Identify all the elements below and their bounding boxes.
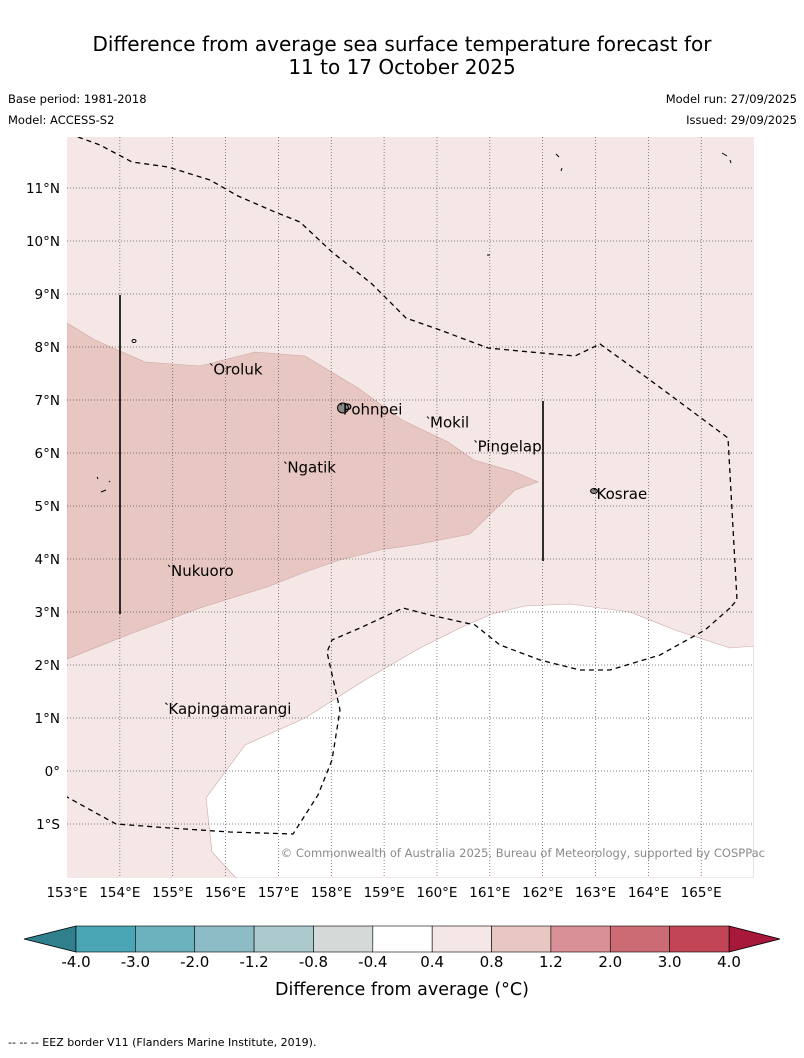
longitude-tick-label: 158°E [311,885,352,901]
colorbar-tick-label: -1.2 [239,953,269,971]
model-run-label: Model run: 27/09/2025 [665,92,797,106]
longitude-tick-label: 159°E [364,885,405,901]
latitude-tick-label: 2°N [35,658,60,674]
place-marker [165,702,168,706]
colorbar-under-arrow [23,925,77,953]
anomaly-band-0.8-1.2 [67,322,539,660]
colorbar-tick-label: 3.0 [657,953,682,971]
colorbar-tick-label: 0.8 [479,953,504,971]
place-labels: Oroluk Pohnpei Mokil Pingelap Ngatik Kosrae Nu… [168,361,647,718]
longitude-labels: 153°E 154°E 155°E 156°E 157°E 158°E 159°E 160°E… [46,885,721,901]
place-marker [209,363,213,366]
latitude-tick-label: 1°S [36,817,60,833]
longitude-tick-label: 161°E [469,885,510,901]
colorbar-over-arrow [728,925,781,953]
base-period-label: Base period: 1981-2018 [8,92,147,106]
eez-legend-footer: -- -- -- EEZ border V11 (Flanders Marine… [8,1036,317,1049]
longitude-tick-label: 157°E [258,885,299,901]
longitude-tick-label: 155°E [152,885,193,901]
longitude-tick-label: 165°E [681,885,722,901]
anomaly-band-neutral [205,603,754,878]
model-label: Model: ACCESS-S2 [8,113,115,127]
latitude-tick-label: 10°N [26,234,60,250]
latitude-tick-label: 4°N [35,552,60,568]
colorbar-bin [609,925,670,953]
latitude-tick-label: 11°N [26,181,60,197]
latitude-tick-label: 0° [45,764,60,780]
latitude-tick-label: 6°N [35,446,60,462]
place-marker [283,461,287,464]
place-marker [339,402,343,406]
place-marker [474,440,477,443]
colorbar-tick-label: -4.0 [61,953,91,971]
colorbar-tick-label: 1.2 [538,953,563,971]
place-label: Pingelap [478,437,542,455]
atoll-islet [131,339,137,343]
longitude-tick-label: 164°E [628,885,669,901]
eez-border [67,137,738,835]
pohnpei-island [337,402,349,414]
place-label: Kosrae [597,485,648,503]
colorbar-bin [491,925,552,953]
latitude-tick-label: 8°N [35,340,60,356]
graticule [67,137,754,878]
colorbar-bin [135,925,196,953]
place-label: Nukuoro [171,562,234,580]
longitude-tick-label: 153°E [46,885,87,901]
colorbar-bin [313,925,374,953]
latitude-tick-label: 1°N [35,711,60,727]
colorbar-bin [372,925,433,953]
place-label: Ngatik [287,459,336,477]
colorbar-bin [550,925,611,953]
latitude-labels: 11°N 10°N 9°N 8°N 7°N 6°N 5°N 4°N 3°N 2°N 1°N 0° 1°S [26,181,60,833]
latitude-tick-label: 7°N [35,393,60,409]
place-label: Oroluk [213,361,262,379]
colorbar-bin [669,925,730,953]
longitude-tick-label: 160°E [416,885,457,901]
colorbar-tick-label: 2.0 [598,953,623,971]
place-marker [593,487,596,491]
place-marker [167,564,171,568]
colorbar-tick-label: -0.4 [358,953,388,971]
colorbar-tick-label: 0.4 [420,953,445,971]
longitude-tick-label: 163°E [575,885,616,901]
latitude-tick-label: 9°N [35,287,60,303]
colorbar-tick-label: -3.0 [120,953,150,971]
colorbar-bin [253,925,314,953]
colorbar-tick-label: 4.0 [717,953,741,971]
longitude-tick-label: 156°E [205,885,246,901]
islet-marks [96,152,732,493]
colorbar [23,925,781,953]
colorbar-tick-label: -2.0 [180,953,210,971]
copyright-text: © Commonwealth of Australia 2025, Bureau… [281,846,765,860]
map-title-line2: 11 to 17 October 2025 [288,55,516,79]
place-label: Mokil [430,414,469,432]
place-marker [426,416,430,419]
latitude-tick-label: 3°N [35,605,60,621]
issued-label: Issued: 29/09/2025 [686,113,797,127]
colorbar-title: Difference from average (°C) [275,980,529,1000]
longitude-tick-label: 162°E [522,885,563,901]
colorbar-bin [75,925,136,953]
colorbar-bin [194,925,255,953]
latitude-tick-label: 5°N [35,499,60,515]
place-label: Pohnpei [343,400,403,418]
colorbar-bin [431,925,492,953]
place-markers [165,363,596,706]
map-title-line1: Difference from average sea surface temp… [92,32,712,56]
place-label: Kapingamarangi [168,700,291,718]
longitude-tick-label: 154°E [99,885,140,901]
colorbar-tick-label: -0.8 [298,953,329,971]
